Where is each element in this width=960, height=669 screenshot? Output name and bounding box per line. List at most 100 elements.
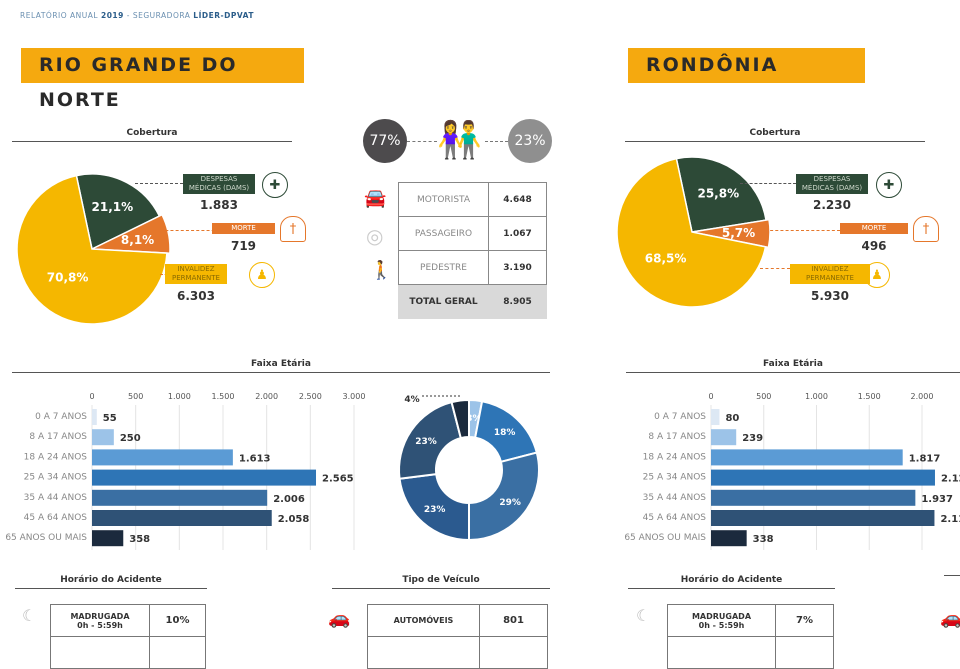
faixa-donut-chart-rn: 3% 18% 29% 23% 23% 4%	[398, 395, 540, 542]
category-label: 35 A 44 ANOS	[643, 493, 707, 503]
moon-icon: ☾	[22, 606, 37, 625]
table-row-total: TOTAL GERAL 8.905	[398, 284, 547, 319]
category-label: 18 A 24 ANOS	[24, 452, 88, 462]
faixa-title-rn: Faixa Etária	[12, 359, 550, 373]
cobertura-title-rn: Cobertura	[12, 128, 292, 142]
row-value: 801	[479, 604, 548, 637]
category-label: 25 A 34 ANOS	[643, 473, 707, 483]
x-tick-label: 500	[128, 392, 143, 401]
bar	[711, 530, 747, 547]
cobertura-pie-rn: 21,1% 8,1% 70,8%	[16, 173, 171, 325]
bar	[711, 449, 903, 466]
driver-icon: 🚘	[364, 188, 387, 209]
table-row: PEDESTRE 3.190	[398, 250, 547, 285]
morte-label: MORTE	[840, 223, 908, 234]
faixa-title-ro: Faixa Etária	[626, 359, 960, 373]
table-row: MADRUGADA 0h - 5:59h 7%	[667, 604, 834, 637]
bar-value-label: 2.11	[940, 514, 960, 525]
bar-value-label: 1.817	[909, 453, 941, 464]
leader-line	[135, 183, 183, 184]
leader-line	[485, 141, 508, 142]
pie-slice-label: 8,1%	[121, 233, 154, 247]
bar	[92, 530, 124, 547]
pie-slice-label: 21,1%	[92, 200, 134, 214]
leader-line	[407, 141, 437, 142]
table-row: MOTORISTA 4.648	[398, 182, 547, 217]
row-label: PASSAGEIRO	[398, 216, 489, 251]
faixa-bar-chart-rn: 0 500 1.000 1.500 2.000 2.500 3.000 0 A 7 ANOS 5…	[5, 392, 365, 550]
moon-icon: ☾	[636, 606, 651, 625]
x-tick-label: 500	[756, 392, 771, 401]
x-tick-label: 0	[89, 392, 94, 401]
donut-slice	[398, 473, 470, 542]
category-label: 8 A 17 ANOS	[29, 432, 87, 442]
veiculo-table-rn: AUTOMÓVEIS 801	[367, 604, 548, 669]
category-label: 0 A 7 ANOS	[35, 412, 87, 422]
pie-slice	[691, 218, 771, 249]
x-tick-label: 2.000	[255, 392, 278, 401]
category-label: 8 A 17 ANOS	[648, 432, 706, 442]
bar-value-label: 2.058	[278, 514, 310, 525]
bar	[92, 449, 233, 466]
bar-value-label: 55	[103, 413, 117, 424]
donut-label: 4%	[404, 395, 419, 405]
x-tick-label: 1.500	[212, 392, 235, 401]
x-tick-label: 1.500	[858, 392, 881, 401]
pie-slice	[16, 174, 168, 325]
section-rule	[944, 575, 960, 576]
category-label: 65 ANOS OU MAIS	[624, 533, 706, 543]
period-range: 0h - 5:59h	[77, 620, 123, 630]
pedestrian-icon: 🚶	[370, 260, 393, 281]
bar	[92, 469, 317, 486]
table-row: AUTOMÓVEIS 801	[367, 604, 548, 637]
table-row: PASSAGEIRO 1.067	[398, 216, 547, 251]
category-label: 45 A 64 ANOS	[643, 513, 707, 523]
female-percent: 23%	[508, 119, 552, 163]
bar	[711, 510, 935, 526]
morte-value: 719	[230, 239, 257, 253]
leader-line	[740, 183, 796, 184]
period-label: MADRUGADA	[70, 611, 130, 621]
donut-label: 18%	[494, 428, 516, 438]
medical-kit-icon: ✚	[262, 172, 288, 198]
horario-table-ro: MADRUGADA 0h - 5:59h 7%	[667, 604, 834, 669]
pie-slice-label: 5,7%	[722, 226, 755, 240]
medical-kit-icon: ✚	[876, 172, 902, 198]
steering-wheel-icon: ◎	[366, 224, 384, 248]
donut-label: 23%	[415, 437, 437, 447]
category-label: 0 A 7 ANOS	[654, 412, 706, 422]
row-value: 1.067	[488, 216, 547, 251]
pie-slice-label: 25,8%	[697, 187, 739, 201]
total-value: 8.905	[488, 284, 547, 319]
bar-value-label: 2.006	[273, 494, 305, 505]
leader-line	[765, 230, 840, 231]
row-label: AUTOMÓVEIS	[367, 604, 480, 637]
cobertura-pie-ro: 25,8% 5,7% 68,5%	[616, 156, 771, 308]
invalidez-label: INVALIDEZ PERMANENTE	[165, 264, 227, 284]
total-label: TOTAL GERAL	[398, 284, 489, 319]
horario-title-ro: Horário do Acidente	[628, 575, 835, 589]
tombstone-icon: †	[280, 216, 306, 242]
male-female-icon: 👫	[437, 120, 482, 161]
donut-slice	[398, 400, 463, 480]
bar	[711, 409, 720, 425]
category-label: 45 A 64 ANOS	[24, 513, 88, 523]
bar	[92, 409, 97, 425]
state-title-ro: RONDÔNIA	[628, 48, 865, 83]
car-icon: 🚗	[328, 608, 351, 629]
pie-slice	[89, 213, 171, 255]
bar	[92, 429, 114, 446]
pie-slice-label: 70,8%	[47, 270, 89, 284]
horario-title-rn: Horário do Acidente	[15, 575, 207, 589]
faixa-bar-chart-ro: 0 500 1.000 1.500 2.000 0 A 7 ANOS 80 8 A 17 AN…	[624, 392, 960, 550]
category-label: 18 A 24 ANOS	[643, 452, 707, 462]
morte-value: 496	[861, 239, 887, 253]
pie-slice	[675, 156, 767, 233]
dams-label: DESPESAS MÉDICAS (DAMS)	[796, 174, 868, 194]
bar-value-label: 1.613	[239, 453, 271, 464]
pie-slice	[616, 157, 767, 308]
person-icon: ♟	[864, 262, 890, 288]
x-tick-label: 2.000	[911, 392, 934, 401]
table-row: MADRUGADA 0h - 5:59h 10%	[50, 604, 206, 637]
row-label: MADRUGADA 0h - 5:59h	[667, 604, 776, 637]
